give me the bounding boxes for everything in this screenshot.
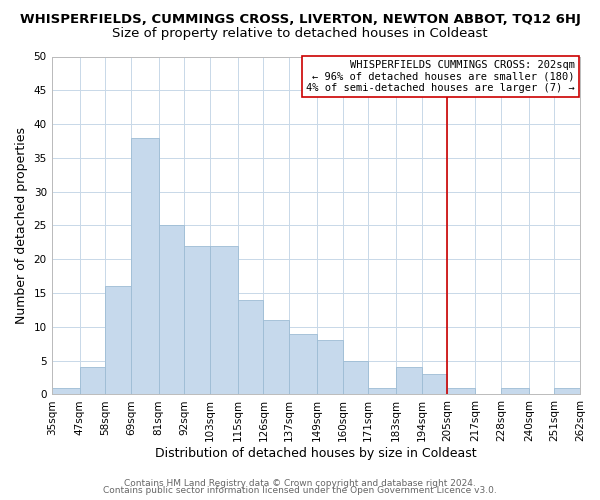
Bar <box>368 388 396 394</box>
Bar <box>289 334 317 394</box>
Bar <box>263 320 289 394</box>
Text: Size of property relative to detached houses in Coldeast: Size of property relative to detached ho… <box>112 28 488 40</box>
Text: Contains public sector information licensed under the Open Government Licence v3: Contains public sector information licen… <box>103 486 497 495</box>
Bar <box>159 226 184 394</box>
Bar <box>210 246 238 394</box>
Bar <box>317 340 343 394</box>
Bar <box>422 374 448 394</box>
Bar <box>238 300 263 394</box>
Bar <box>501 388 529 394</box>
Bar <box>343 360 368 394</box>
Bar <box>131 138 159 394</box>
Bar <box>554 388 580 394</box>
Bar <box>80 368 105 394</box>
Bar <box>184 246 210 394</box>
Bar <box>396 368 422 394</box>
Bar <box>52 388 80 394</box>
Text: WHISPERFIELDS, CUMMINGS CROSS, LIVERTON, NEWTON ABBOT, TQ12 6HJ: WHISPERFIELDS, CUMMINGS CROSS, LIVERTON,… <box>20 12 580 26</box>
Bar <box>448 388 475 394</box>
Y-axis label: Number of detached properties: Number of detached properties <box>15 127 28 324</box>
Text: Contains HM Land Registry data © Crown copyright and database right 2024.: Contains HM Land Registry data © Crown c… <box>124 478 476 488</box>
Text: WHISPERFIELDS CUMMINGS CROSS: 202sqm
← 96% of detached houses are smaller (180)
: WHISPERFIELDS CUMMINGS CROSS: 202sqm ← 9… <box>306 60 575 93</box>
X-axis label: Distribution of detached houses by size in Coldeast: Distribution of detached houses by size … <box>155 447 476 460</box>
Bar <box>105 286 131 395</box>
